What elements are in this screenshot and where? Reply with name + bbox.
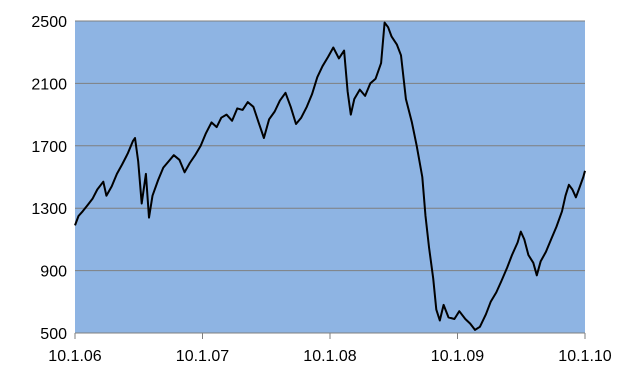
y-tick-label: 1700 <box>31 139 67 156</box>
y-tick-label: 1300 <box>31 201 67 218</box>
y-tick-label: 2500 <box>31 14 67 31</box>
y-tick-label: 900 <box>40 264 67 281</box>
x-tick-label: 10.1.08 <box>303 348 356 365</box>
x-tick-label: 10.1.06 <box>48 348 101 365</box>
y-tick-label: 2100 <box>31 76 67 93</box>
x-tick-label: 10.1.07 <box>176 348 229 365</box>
x-tick-label: 10.1.09 <box>431 348 484 365</box>
gridlines <box>75 20 585 272</box>
plot-area <box>75 21 585 333</box>
series-line <box>74 21 586 331</box>
x-axis-labels: 10.1.06 10.1.07 10.1.08 10.1.09 10.1.10 <box>48 348 611 365</box>
x-axis <box>74 332 586 339</box>
x-tick-label: 10.1.10 <box>558 348 611 365</box>
y-axis-labels: 500 900 1300 1700 2100 2500 <box>31 14 67 343</box>
y-tick-label: 500 <box>40 326 67 343</box>
